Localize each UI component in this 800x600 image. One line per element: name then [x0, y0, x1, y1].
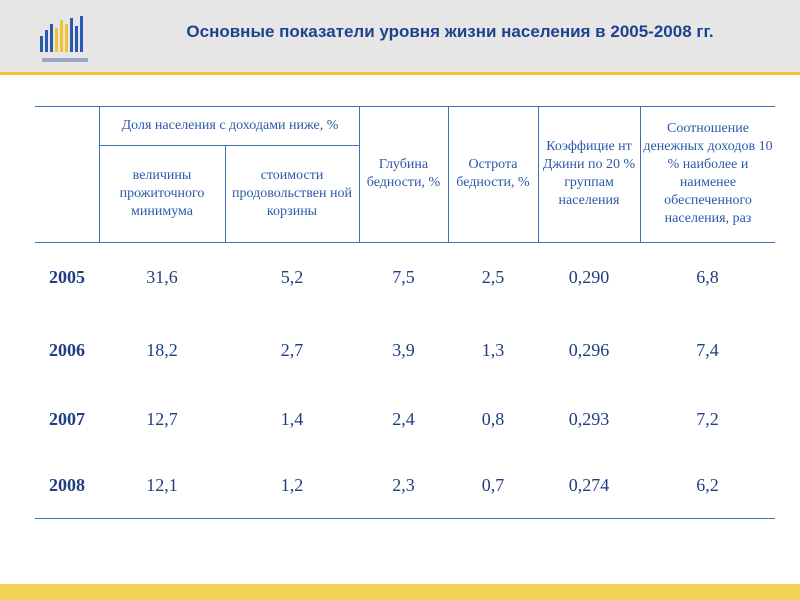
table-cell: 7,2: [696, 409, 719, 429]
table-rule: [35, 242, 775, 243]
table-cell: 0,8: [481, 409, 505, 429]
column-rule: [640, 106, 641, 242]
table-cell: 6,2: [696, 475, 719, 495]
column-rule: [448, 106, 449, 242]
column-header: Соотношение денежных доходов 10 % наибол…: [643, 121, 773, 226]
header-rule: [0, 72, 800, 75]
logo: [40, 16, 88, 62]
column-rule: [359, 106, 360, 242]
table-rule: [35, 106, 775, 107]
table-cell: 31,6: [146, 267, 178, 287]
table-cell: 1,4: [280, 409, 304, 429]
column-header: стоимости продовольствен ной корзины: [232, 167, 352, 219]
table-cell: 3,9: [392, 340, 415, 360]
table-cell: 1,2: [280, 475, 304, 495]
table-cell: 7,4: [696, 340, 719, 360]
column-rule: [225, 145, 226, 242]
column-header: Коэффицие нт Джини по 20 % группам насел…: [542, 139, 636, 208]
title: Основные показатели уровня жизни населен…: [186, 22, 714, 41]
table-cell: 7,5: [392, 267, 415, 287]
footer-band: [0, 584, 800, 600]
table-cell: 18,2: [146, 340, 178, 360]
table-cell: 0,7: [481, 475, 505, 495]
row-year: 2005: [49, 267, 85, 287]
table-cell: 6,8: [696, 267, 719, 287]
table-cell: 0,296: [568, 340, 610, 360]
column-header: Острота бедности, %: [456, 157, 530, 190]
group-header: Доля населения с доходами ниже, %: [121, 117, 339, 133]
table-cell: 2,5: [481, 267, 505, 287]
table-cell: 12,7: [146, 409, 178, 429]
column-rule: [538, 106, 539, 242]
table-rule: [99, 145, 359, 146]
column-header: Глубина бедности, %: [366, 157, 441, 190]
column-header: величины прожиточного минимума: [119, 167, 205, 219]
row-year: 2008: [49, 475, 85, 495]
table-cell: 0,293: [568, 409, 610, 429]
row-year: 2006: [49, 340, 85, 360]
table-cell: 0,290: [568, 267, 610, 287]
table-cell: 5,2: [280, 267, 304, 287]
table-cell: 2,3: [392, 475, 415, 495]
column-rule: [99, 106, 100, 242]
table-rule: [35, 518, 775, 519]
row-year: 2007: [49, 409, 85, 429]
table-cell: 1,3: [481, 340, 505, 360]
table-cell: 0,274: [568, 475, 610, 495]
header-band: [0, 0, 800, 72]
table-cell: 12,1: [146, 475, 178, 495]
table-cell: 2,4: [392, 409, 415, 429]
table-cell: 2,7: [280, 340, 304, 360]
